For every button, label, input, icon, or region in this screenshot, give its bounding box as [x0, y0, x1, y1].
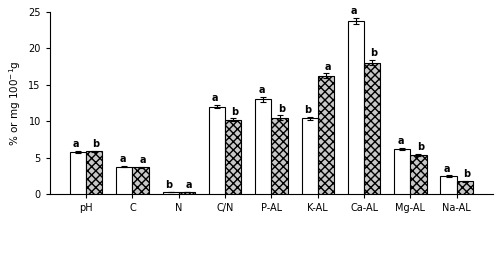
- Bar: [116, 167, 132, 194]
- Text: a: a: [397, 136, 404, 146]
- Bar: [394, 149, 410, 194]
- Text: a: a: [120, 154, 126, 164]
- Bar: [318, 76, 334, 194]
- Text: a: a: [139, 155, 145, 165]
- Y-axis label: % or mg 100$^{-1}$g: % or mg 100$^{-1}$g: [7, 60, 22, 146]
- Text: b: b: [463, 169, 470, 179]
- Bar: [70, 152, 86, 194]
- Text: a: a: [444, 164, 450, 174]
- Text: b: b: [278, 104, 285, 114]
- Text: a: a: [258, 85, 264, 95]
- Text: a: a: [351, 6, 358, 16]
- Bar: [209, 107, 225, 194]
- Bar: [440, 176, 456, 194]
- Bar: [302, 118, 318, 194]
- Text: b: b: [370, 48, 378, 58]
- Bar: [255, 99, 272, 194]
- Bar: [132, 167, 148, 194]
- Legend: 1984, 2001: 1984, 2001: [218, 267, 324, 270]
- Text: b: b: [92, 139, 100, 149]
- Bar: [272, 118, 287, 194]
- Text: b: b: [232, 107, 238, 117]
- Bar: [162, 192, 179, 194]
- Text: a: a: [324, 62, 331, 72]
- Text: b: b: [417, 142, 424, 152]
- Bar: [179, 192, 195, 194]
- Bar: [86, 151, 102, 194]
- Bar: [456, 181, 473, 194]
- Bar: [225, 120, 242, 194]
- Text: b: b: [304, 105, 312, 115]
- Bar: [364, 63, 380, 194]
- Text: b: b: [166, 180, 172, 190]
- Bar: [410, 155, 426, 194]
- Text: a: a: [186, 180, 192, 190]
- Text: a: a: [73, 139, 80, 149]
- Bar: [348, 21, 364, 194]
- Text: a: a: [212, 93, 218, 103]
